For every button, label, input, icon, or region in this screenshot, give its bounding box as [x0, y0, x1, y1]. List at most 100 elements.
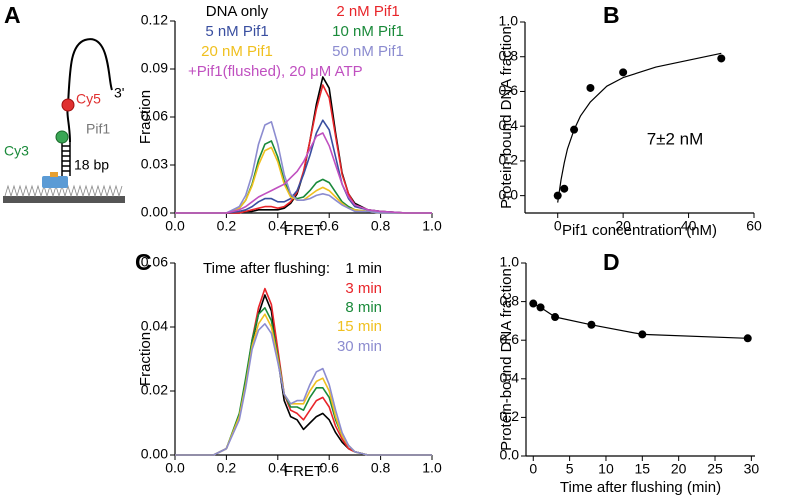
y-tick-label: 0.00 — [141, 204, 168, 220]
legend-entry: 10 nM Pif1 — [332, 23, 404, 40]
histogram-line — [175, 140, 432, 214]
x-tick-label: 0.0 — [165, 460, 185, 476]
fit-curve — [557, 52, 722, 203]
x-tick-label: 0.6 — [319, 218, 339, 234]
x-tick-label: 0.4 — [268, 460, 288, 476]
data-point — [560, 184, 569, 193]
peg-layer — [4, 184, 123, 198]
data-point — [743, 334, 752, 343]
histogram-line — [175, 121, 432, 214]
x-tick-label: 0.2 — [217, 460, 237, 476]
data-point — [619, 68, 628, 77]
x-axis-label: Time after flushing (min) — [560, 479, 721, 496]
histogram-line — [175, 306, 432, 456]
x-tick-label: 30 — [744, 461, 760, 477]
x-tick-label: 20 — [671, 461, 687, 477]
data-point — [717, 54, 726, 63]
legend-entry: 2 nM Pif1 — [336, 3, 399, 20]
donor-label: Cy3 — [4, 143, 29, 159]
y-tick-label: 0.8 — [500, 292, 520, 308]
histogram-line — [175, 132, 432, 214]
cy3-dye — [55, 130, 69, 144]
x-tick-label: 0.8 — [371, 218, 391, 234]
surface — [3, 196, 125, 203]
y-tick-label: 0.00 — [141, 446, 168, 462]
y-tick-label: 0.03 — [141, 156, 168, 172]
annotation: 7±2 nM — [647, 129, 704, 148]
y-axis-label: Fraction — [137, 332, 154, 386]
duplex-label: 18 bp — [74, 157, 109, 173]
y-tick-label: 0.2 — [499, 152, 519, 168]
legend-entry: +Pif1(flushed), 20 μM ATP — [188, 63, 363, 80]
x-axis-label: FRET — [284, 222, 323, 239]
y-tick-label: 0.02 — [141, 382, 168, 398]
cy5-dye — [61, 98, 75, 112]
anchor — [42, 176, 68, 188]
y-tick-label: 0.2 — [500, 408, 520, 424]
y-tick-label: 0.0 — [500, 447, 520, 463]
y-tick-label: 0.8 — [499, 47, 519, 63]
panel-letter: C — [135, 249, 152, 275]
legend-entry: 1 min — [345, 260, 382, 277]
x-tick-label: 1.0 — [422, 218, 442, 234]
data-point — [587, 320, 596, 329]
legend-entry: 15 min — [337, 318, 382, 335]
y-tick-label: 0.04 — [141, 318, 168, 334]
x-tick-label: 0 — [554, 218, 562, 234]
x-tick-label: 20 — [615, 218, 631, 234]
x-tick-label: 0.6 — [319, 460, 339, 476]
y-tick-label: 0.06 — [141, 254, 168, 270]
panel: D 0 5 10 15 20 25 30 0.0 0.2 0.4 0.6 0.8 1.0 Time afte… — [498, 249, 759, 496]
y-tick-label: 0.0 — [499, 186, 519, 202]
x-tick-label: 0.4 — [268, 218, 288, 234]
legend-entry: 5 nM Pif1 — [205, 23, 268, 40]
data-point — [586, 83, 595, 92]
legend-entry: 8 min — [345, 299, 382, 316]
data-point — [570, 125, 579, 134]
x-axis-label: FRET — [284, 463, 323, 480]
legend-entry: 50 nM Pif1 — [332, 43, 404, 60]
legend-entry: DNA only — [206, 3, 269, 20]
y-tick-label: 0.12 — [141, 12, 168, 28]
x-tick-label: 40 — [681, 218, 697, 234]
y-axis-label: Fraction — [137, 90, 154, 144]
x-tick-label: 5 — [566, 461, 574, 477]
y-tick-label: 0.09 — [141, 60, 168, 76]
x-tick-label: 0.2 — [217, 218, 237, 234]
y-tick-label: 0.6 — [499, 82, 519, 98]
y-tick-label: 0.4 — [500, 370, 520, 386]
histogram-line — [175, 84, 432, 214]
data-point — [638, 330, 647, 339]
x-tick-label: 60 — [746, 218, 762, 234]
y-tick-label: 0.6 — [500, 331, 520, 347]
legend-title: Time after flushing: — [203, 260, 330, 277]
histogram-line — [175, 146, 432, 214]
biotin — [50, 172, 58, 177]
y-axis-label: Protein-bound DNA fraction — [498, 26, 515, 209]
panel: C 0.0 0.2 0.4 0.6 0.8 1.0 0.00 0.02 0.04 0.06 FRET F… — [135, 249, 442, 480]
duplex — [61, 142, 71, 176]
y-tick-label: 0.4 — [499, 117, 519, 133]
histogram-line — [175, 76, 432, 214]
end-label: 3' — [114, 85, 124, 101]
legend-entry: 3 min — [345, 280, 382, 297]
x-axis-label: Pif1 concentration (nM) — [562, 222, 717, 239]
histogram-line — [175, 313, 432, 456]
x-tick-label: 0.0 — [165, 218, 185, 234]
schematic: 3' Cy5 Pif1 Cy3 18 bp — [3, 38, 125, 203]
x-tick-label: 1.0 — [422, 460, 442, 476]
data-point — [551, 313, 560, 322]
legend-entry: 30 min — [337, 338, 382, 355]
data-point — [536, 303, 545, 312]
y-tick-label: 1.0 — [499, 13, 519, 29]
x-tick-label: 10 — [598, 461, 614, 477]
y-axis-label: Protein-bound DNA fraction — [498, 268, 515, 451]
x-tick-label: 15 — [635, 461, 651, 477]
legend-entry: 20 nM Pif1 — [201, 43, 273, 60]
panel: A 0.0 0.2 0.4 0.6 0.8 1.0 0.00 0.03 0.06 0.09 0.12 F… — [4, 2, 442, 239]
x-tick-label: 0 — [529, 461, 537, 477]
panel-letter: A — [4, 2, 21, 28]
acceptor-label: Cy5 — [76, 91, 101, 107]
panel-letter: D — [603, 249, 620, 275]
